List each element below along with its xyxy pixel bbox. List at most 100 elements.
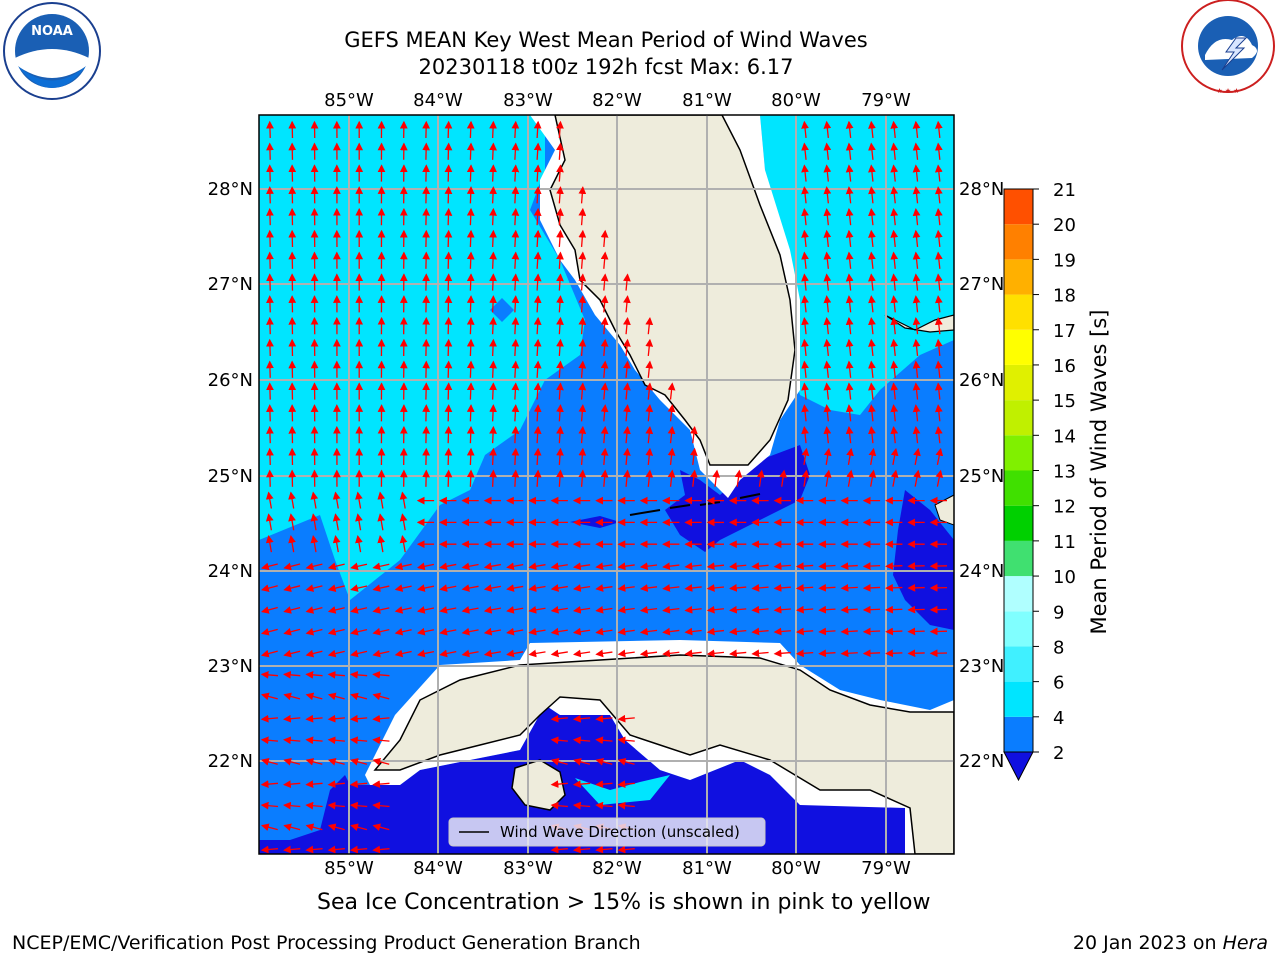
wind-wave-arrow	[350, 758, 368, 766]
colorbar-segment	[1004, 189, 1033, 225]
wind-wave-arrow	[617, 649, 635, 658]
wind-wave-arrow	[801, 142, 809, 160]
wind-wave-arrow	[377, 535, 386, 553]
wind-wave-arrow	[260, 714, 279, 723]
wind-wave-arrow	[795, 562, 814, 570]
wind-wave-arrow	[355, 513, 363, 531]
wind-wave-arrow	[595, 780, 613, 789]
colorbar-tick-label: 15	[1053, 391, 1076, 412]
wind-wave-arrow	[595, 801, 613, 810]
wind-wave-arrow	[489, 425, 497, 444]
footer-machine: Hera	[1222, 932, 1268, 954]
wind-wave-arrow	[890, 273, 899, 291]
wind-wave-arrow	[260, 845, 279, 854]
wind-wave-arrow	[439, 562, 457, 571]
wind-wave-arrow	[578, 425, 587, 444]
wind-wave-arrow	[556, 404, 564, 422]
wind-wave-arrow	[890, 120, 899, 139]
wind-wave-arrow	[935, 447, 944, 465]
wind-wave-arrow	[533, 120, 542, 139]
wind-wave-arrow	[439, 584, 457, 592]
wind-wave-arrow	[283, 606, 301, 614]
wind-wave-arrow	[350, 823, 368, 831]
wind-wave-arrow	[801, 186, 809, 204]
wind-wave-arrow	[572, 736, 591, 745]
wind-wave-arrow	[578, 251, 587, 269]
wind-wave-arrow	[511, 142, 520, 160]
wind-wave-arrow	[823, 447, 832, 465]
wind-wave-arrow	[617, 584, 635, 592]
footer-date-text: 20 Jan 2023 on	[1072, 932, 1217, 954]
sea-deep-south	[259, 705, 954, 854]
wind-wave-arrow	[461, 649, 479, 658]
wind-wave-arrow	[885, 583, 903, 592]
wind-wave-arrow	[261, 758, 278, 766]
wind-wave-arrow	[261, 606, 278, 614]
wind-wave-arrow	[823, 360, 832, 378]
wind-wave-arrow	[934, 338, 943, 357]
colorbar-segment	[1004, 329, 1033, 365]
wind-wave-arrow	[511, 404, 520, 422]
wind-wave-arrow	[818, 627, 836, 636]
wind-wave-arrow	[416, 627, 435, 636]
wind-wave-arrow	[823, 338, 832, 357]
wind-wave-arrow	[934, 382, 943, 400]
wind-wave-arrow	[845, 251, 854, 269]
lon-tick-labels-top: 85°W 84°W 83°W 82°W 81°W 80°W 79°W	[324, 90, 911, 111]
wind-wave-arrow	[572, 780, 591, 789]
wind-wave-arrow	[489, 382, 497, 400]
wind-wave-arrow	[623, 404, 631, 422]
wind-wave-arrow	[845, 164, 854, 182]
wind-wave-arrow	[533, 360, 542, 378]
lon-tick-label: 83°W	[503, 858, 553, 879]
wind-wave-arrow	[801, 360, 809, 378]
colorbar-tick-label: 20	[1053, 215, 1076, 236]
wind-wave-arrow	[573, 649, 591, 658]
wind-wave-arrow	[533, 186, 542, 204]
land-bahamas	[884, 314, 954, 333]
wind-wave-arrow	[645, 382, 654, 400]
wind-wave-arrow	[801, 469, 810, 487]
wind-wave-arrow	[466, 273, 475, 291]
wind-wave-arrow	[862, 649, 881, 658]
wind-wave-arrow	[623, 447, 631, 466]
wind-wave-arrow	[690, 469, 698, 487]
wind-wave-arrow	[890, 207, 899, 226]
wind-wave-arrow	[868, 338, 876, 357]
wind-wave-arrow	[907, 605, 925, 614]
wind-wave-arrow	[349, 670, 368, 679]
wind-wave-arrow	[265, 513, 274, 531]
wind-wave-arrow	[372, 562, 390, 571]
wind-wave-arrow	[394, 606, 412, 614]
wind-wave-arrow	[305, 584, 323, 592]
wind-wave-arrow	[912, 338, 921, 357]
colorbar-tick-label: 10	[1053, 567, 1076, 588]
wind-wave-arrow	[912, 186, 921, 204]
wind-wave-arrow	[511, 229, 520, 248]
wind-wave-arrow	[623, 382, 631, 400]
wind-wave-arrow	[332, 513, 341, 531]
wind-wave-arrow	[845, 186, 854, 204]
wind-wave-arrow	[349, 714, 368, 723]
wind-wave-arrow	[912, 142, 921, 160]
wind-wave-arrow	[556, 469, 564, 487]
colorbar-tick-label: 14	[1053, 426, 1076, 447]
lat-tick-labels-right: 28°N 27°N 26°N 25°N 24°N 23°N 22°N	[959, 179, 1004, 772]
wind-wave-arrow	[533, 447, 542, 466]
wind-wave-arrow	[885, 605, 903, 614]
wind-wave-arrow	[751, 562, 769, 571]
wind-wave-arrow	[283, 670, 301, 679]
wind-wave-arrow	[556, 382, 564, 400]
wind-wave-arrow	[845, 142, 854, 160]
colorbar-segment	[1004, 400, 1033, 436]
wind-wave-arrow	[667, 382, 676, 400]
wind-wave-arrow	[845, 273, 854, 291]
wind-wave-arrow	[645, 404, 654, 422]
wind-wave-arrow	[662, 562, 680, 571]
wind-wave-arrow	[890, 164, 899, 182]
wind-wave-arrow	[823, 425, 832, 444]
wind-wave-arrow	[801, 425, 809, 444]
wind-wave-arrow	[801, 295, 809, 313]
wind-wave-arrow	[934, 207, 943, 226]
